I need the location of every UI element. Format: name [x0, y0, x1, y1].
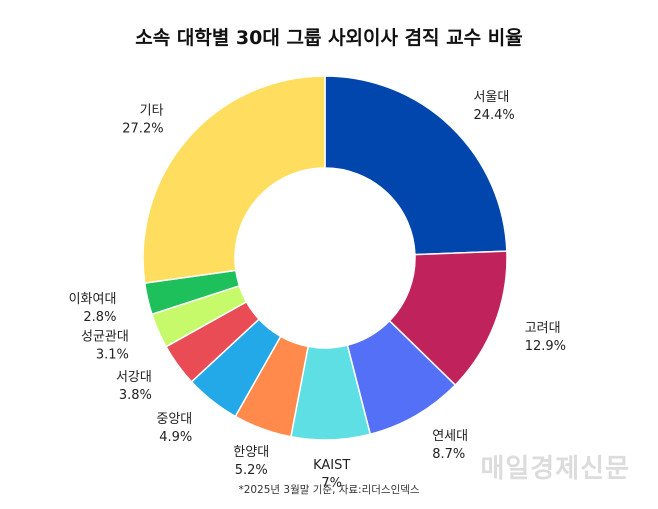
slice-value-9: 27.2% — [122, 121, 163, 136]
slice-label-0: 서울대 — [473, 90, 509, 105]
watermark-logo: 매일경제신문 — [480, 454, 630, 484]
slice-0 — [324, 75, 508, 256]
slice-value-1: 12.9% — [525, 339, 566, 354]
slice-value-5: 4.9% — [159, 430, 192, 445]
slice-label-7: 성균관대 — [81, 330, 129, 345]
slice-value-3: 7% — [321, 476, 342, 491]
slice-label-5: 중앙대 — [156, 412, 192, 427]
labels-group: 서울대 24.4% 고려대 12.9% 연세대 8.7% KAIST 7% 한양대 5.2% 중앙대… — [69, 90, 566, 491]
slice-value-4: 5.2% — [235, 463, 268, 478]
slice-label-8: 이화여대 — [69, 292, 117, 307]
slice-label-2: 연세대 — [432, 429, 468, 444]
slice-value-2: 8.7% — [432, 447, 465, 462]
slice-label-4: 한양대 — [233, 445, 269, 460]
slice-9 — [142, 75, 326, 284]
slice-label-3: KAIST — [313, 458, 350, 473]
slice-value-0: 24.4% — [473, 108, 514, 123]
slice-value-7: 3.1% — [96, 348, 129, 363]
slice-value-8: 2.8% — [83, 310, 116, 325]
slice-label-6: 서강대 — [116, 370, 152, 385]
slice-label-9: 기타 — [140, 103, 164, 118]
slice-label-1: 고려대 — [525, 321, 561, 336]
slice-value-6: 3.8% — [119, 388, 152, 403]
source-note: *2025년 3월말 기준, 자료:리더스인덱스 — [238, 484, 419, 496]
chart-title: 소속 대학별 30대 그룹 사외이사 겸직 교수 비율 — [135, 27, 522, 49]
slices-group — [142, 75, 508, 441]
